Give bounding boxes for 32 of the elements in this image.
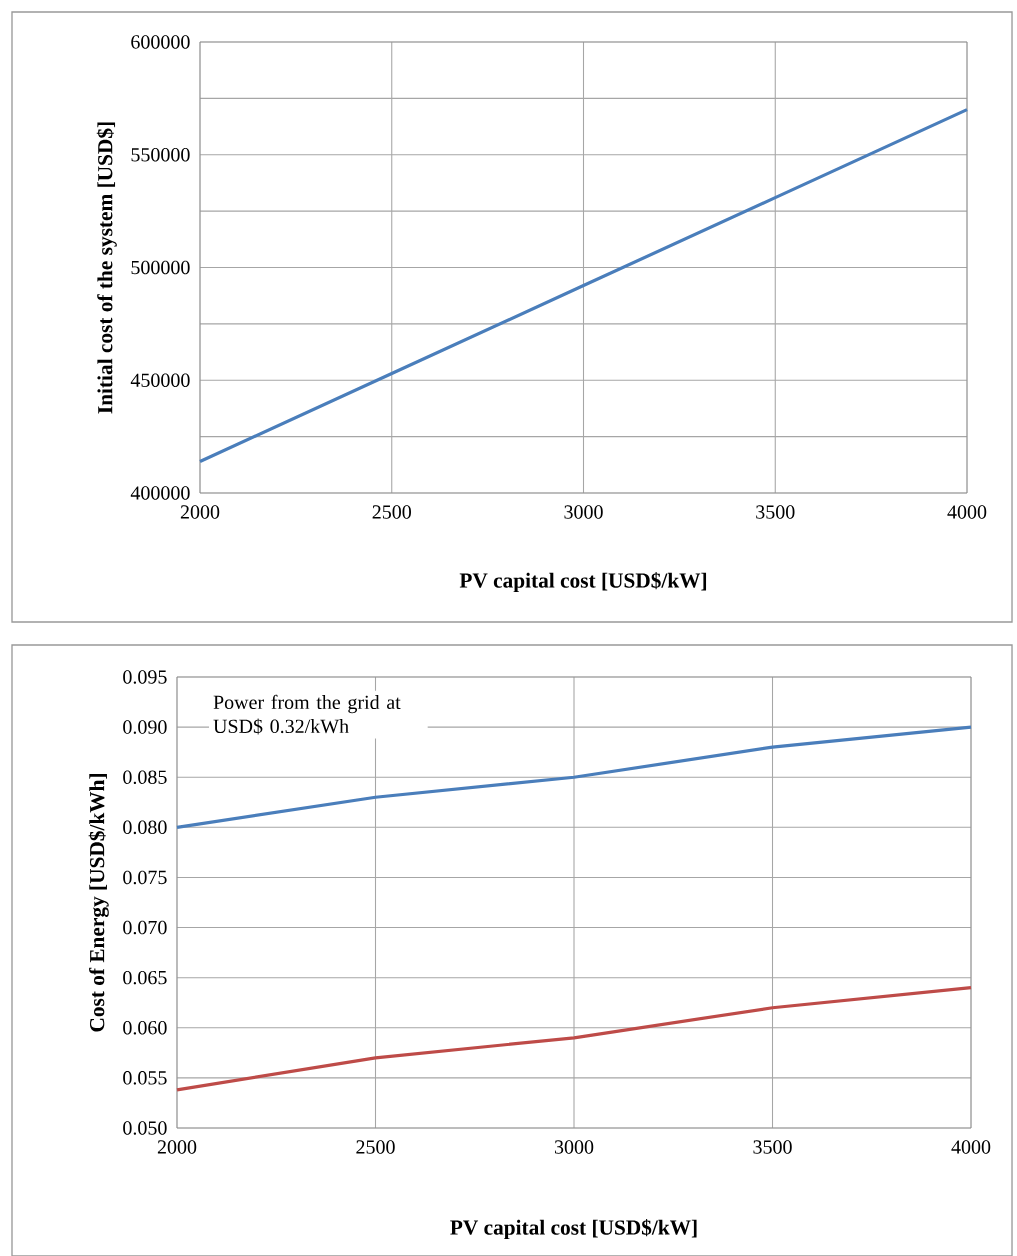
y-tick-label: 0.075 bbox=[123, 870, 167, 885]
x-tick-label: 3000 bbox=[564, 505, 603, 519]
y-tick-label: 400000 bbox=[130, 486, 190, 500]
y-tick-label: 0.085 bbox=[123, 770, 167, 785]
line-series bbox=[175, 986, 973, 1092]
y-tick-label: 0.055 bbox=[123, 1071, 167, 1085]
x-tick-label: 3000 bbox=[554, 1140, 594, 1154]
y-tick-label: 0.070 bbox=[123, 920, 167, 935]
x-axis-title: PV capital cost [USD$/kW] bbox=[450, 1219, 697, 1240]
x-tick-label: 3500 bbox=[756, 505, 795, 519]
y-axis-title: Cost of Energy [USD$/kWh] bbox=[88, 774, 109, 1032]
x-axis-title: PV capital cost [USD$/kW] bbox=[459, 572, 707, 593]
y-tick-label: 0.080 bbox=[123, 820, 167, 835]
y-tick-label: 450000 bbox=[130, 373, 190, 387]
y-tick-label: 500000 bbox=[131, 260, 190, 275]
x-tick-label: 2000 bbox=[180, 505, 220, 519]
y-tick-label: 0.065 bbox=[123, 970, 167, 985]
y-tick-label: 0.090 bbox=[123, 720, 167, 734]
y-tick-label: 550000 bbox=[131, 147, 190, 162]
y-tick-label: 0.050 bbox=[123, 1121, 167, 1135]
y-tick-label: 0.060 bbox=[123, 1020, 167, 1035]
annotation: Power from the grid at USD$ 0.32/kWh bbox=[213, 694, 401, 735]
y-tick-label: 600000 bbox=[131, 35, 190, 49]
x-tick-label: 2500 bbox=[356, 1140, 395, 1154]
x-tick-label: 3500 bbox=[753, 1140, 792, 1154]
line-series bbox=[198, 108, 969, 464]
y-axis-title: Initial cost of the system [USD$] bbox=[96, 122, 117, 414]
x-tick-label: 4000 bbox=[947, 505, 987, 519]
y-tick-label: 0.095 bbox=[123, 670, 167, 684]
x-tick-label: 4000 bbox=[951, 1140, 991, 1154]
x-tick-label: 2500 bbox=[372, 505, 411, 519]
x-tick-label: 2000 bbox=[157, 1140, 197, 1154]
